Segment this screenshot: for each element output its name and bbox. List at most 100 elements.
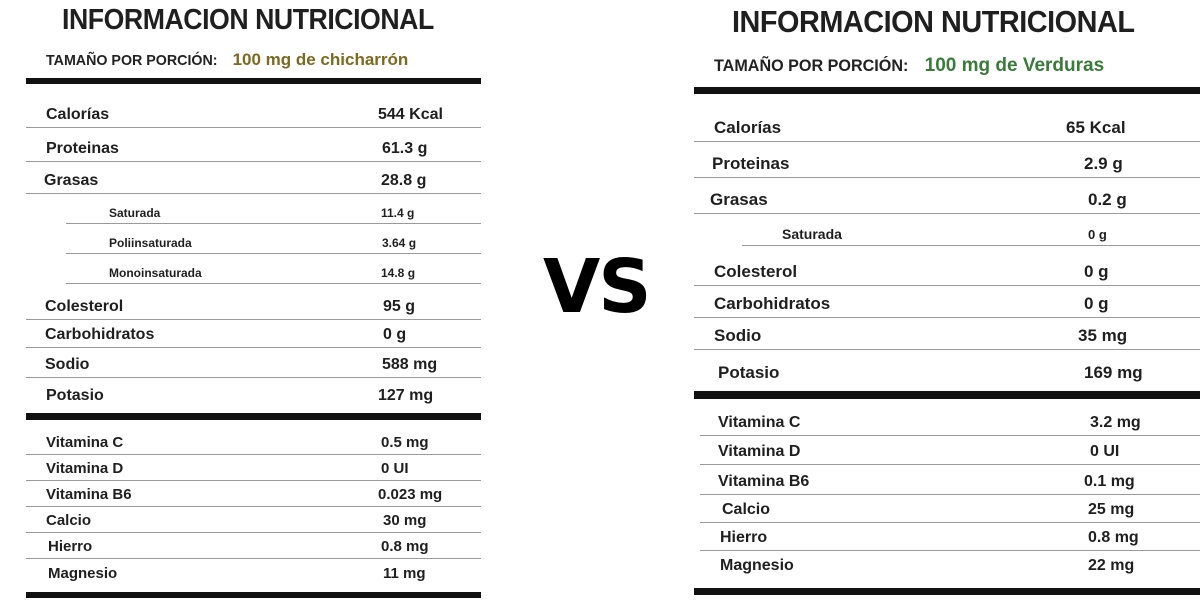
vitamin-row: Vitamina B6 0.023 mg — [26, 481, 481, 507]
nutrient-name: Calcio — [46, 512, 92, 529]
divider-bar — [26, 413, 481, 420]
divider-bar — [694, 391, 1200, 399]
serving-value: 100 mg de chicharrón — [232, 50, 409, 69]
nutrient-value: 0.8 mg — [1088, 529, 1139, 546]
nutrient-row: Carbohidratos 0 g — [26, 320, 481, 348]
nutrient-row: Grasas 28.8 g — [26, 162, 481, 194]
nutrient-value: 25 mg — [1088, 501, 1135, 518]
nutrient-value: 95 g — [383, 298, 416, 315]
serving-label: TAMAÑO POR PORCIÓN: — [46, 52, 218, 69]
nutrient-value: 0.5 mg — [381, 434, 429, 451]
nutrient-name: Vitamina D — [46, 460, 124, 477]
vitamin-row: Magnesio 22 mg — [700, 551, 1200, 578]
vitamin-row: Vitamina C 3.2 mg — [700, 408, 1200, 436]
nutrient-row: Proteinas 2.9 g — [694, 142, 1200, 178]
nutrient-value: 127 mg — [378, 387, 434, 404]
nutrient-value: 3.64 g — [382, 236, 417, 250]
vitamin-row: Calcio 30 mg — [26, 507, 481, 533]
vitamin-row: Magnesio 11 mg — [26, 559, 481, 585]
nutrient-value: 0 UI — [1090, 443, 1120, 460]
nutrient-value: 0 g — [383, 326, 407, 343]
nutrient-name: Proteinas — [46, 140, 119, 157]
nutrient-subrow: Monoinsaturada 14.8 g — [66, 254, 481, 284]
nutrient-row: Potasio 169 mg — [694, 350, 1200, 386]
nutrient-name: Grasas — [710, 190, 768, 209]
nutrient-value: 22 mg — [1088, 557, 1135, 574]
nutrient-name: Potasio — [46, 387, 104, 404]
nutrient-name: Magnesio — [48, 565, 118, 582]
nutrient-name: Calorías — [46, 106, 110, 123]
nutrient-subrow: Saturada 0 g — [742, 214, 1200, 246]
nutrient-subrow: Poliinsaturada 3.64 g — [66, 224, 481, 254]
versus-label: VS — [543, 244, 652, 330]
nutrient-name: Calorías — [714, 118, 782, 137]
nutrient-name: Vitamina C — [46, 434, 124, 451]
nutrient-name: Colesterol — [714, 262, 798, 281]
nutrient-value: 0.023 mg — [378, 486, 443, 503]
nutrient-value: 588 mg — [382, 356, 438, 373]
nutrient-name: Vitamina C — [718, 414, 801, 431]
vitamin-row: Calcio 25 mg — [700, 495, 1200, 523]
nutrient-name: Magnesio — [720, 557, 794, 574]
nutrient-name: Sodio — [714, 326, 762, 345]
vitamin-row: Vitamina B6 0.1 mg — [700, 465, 1200, 495]
vitamin-row: Hierro 0.8 mg — [26, 533, 481, 559]
nutrient-name: Hierro — [48, 538, 93, 555]
nutrient-value: 3.2 mg — [1090, 414, 1141, 431]
serving-label: TAMAÑO POR PORCIÓN: — [714, 56, 909, 75]
nutrient-value: 11 mg — [383, 565, 426, 582]
nutrient-name: Saturada — [109, 206, 161, 220]
nutrient-name: Monoinsaturada — [109, 266, 202, 280]
divider-bar — [694, 87, 1200, 94]
nutrient-row: Carbohidratos 0 g — [694, 286, 1200, 318]
serving-size: TAMAÑO POR PORCIÓN: 100 mg de Verduras — [714, 55, 1104, 77]
nutrient-name: Sodio — [45, 356, 90, 373]
nutrient-name: Grasas — [44, 172, 99, 189]
nutrient-name: Carbohidratos — [714, 294, 831, 313]
nutrient-name: Calcio — [722, 501, 771, 518]
nutrient-value: 0 g — [1084, 262, 1109, 281]
nutrient-subrow: Saturada 11.4 g — [66, 194, 481, 224]
nutrient-value: 28.8 g — [381, 172, 427, 189]
nutrient-row: Calorías 65 Kcal — [694, 104, 1200, 142]
nutrient-row: Potasio 127 mg — [26, 378, 481, 408]
nutrient-value: 61.3 g — [382, 140, 428, 157]
nutrient-value: 11.4 g — [381, 206, 415, 220]
nutrient-value: 65 Kcal — [1066, 118, 1126, 137]
nutrient-name: Vitamina B6 — [718, 473, 810, 490]
nutrient-row: Grasas 0.2 g — [694, 178, 1200, 214]
nutrient-row: Colesterol 95 g — [26, 288, 481, 320]
divider-bar — [694, 588, 1200, 595]
vitamin-row: Vitamina D 0 UI — [700, 436, 1200, 465]
nutrient-name: Vitamina D — [718, 443, 801, 460]
nutrient-row: Sodio 588 mg — [26, 348, 481, 378]
nutrient-value: 0.8 mg — [381, 538, 429, 555]
nutrient-row: Calorías 544 Kcal — [26, 96, 481, 128]
nutrient-name: Colesterol — [45, 298, 124, 315]
nutrient-row: Proteinas 61.3 g — [26, 128, 481, 162]
nutrient-value: 169 mg — [1084, 363, 1143, 382]
nutrient-name: Potasio — [718, 363, 780, 382]
nutrient-value: 0.2 g — [1088, 190, 1127, 209]
nutrient-value: 544 Kcal — [378, 106, 443, 123]
nutrient-value: 2.9 g — [1084, 154, 1123, 173]
nutrient-value: 0 g — [1084, 294, 1109, 313]
nutrient-row: Sodio 35 mg — [694, 318, 1200, 350]
vitamin-row: Hierro 0.8 mg — [700, 523, 1200, 551]
nutrient-value: 14.8 g — [381, 266, 416, 280]
vitamin-row: Vitamina D 0 UI — [26, 455, 481, 481]
nutrient-value: 0 g — [1088, 227, 1107, 242]
nutrient-row: Colesterol 0 g — [694, 252, 1200, 286]
nutrient-name: Saturada — [782, 226, 842, 242]
nutrient-name: Carbohidratos — [45, 326, 155, 343]
nutrient-name: Proteinas — [712, 154, 790, 173]
nutrient-value: 35 mg — [1078, 326, 1128, 345]
nutrient-name: Vitamina B6 — [46, 486, 132, 503]
panel-title: INFORMACION NUTRICIONAL — [732, 4, 1135, 39]
divider-bar — [26, 592, 481, 598]
divider-bar — [26, 78, 481, 84]
nutrient-value: 0.1 mg — [1084, 473, 1135, 490]
panel-title: INFORMACION NUTRICIONAL — [62, 4, 434, 36]
vitamin-row: Vitamina C 0.5 mg — [26, 428, 481, 455]
nutrient-name: Hierro — [720, 529, 768, 546]
